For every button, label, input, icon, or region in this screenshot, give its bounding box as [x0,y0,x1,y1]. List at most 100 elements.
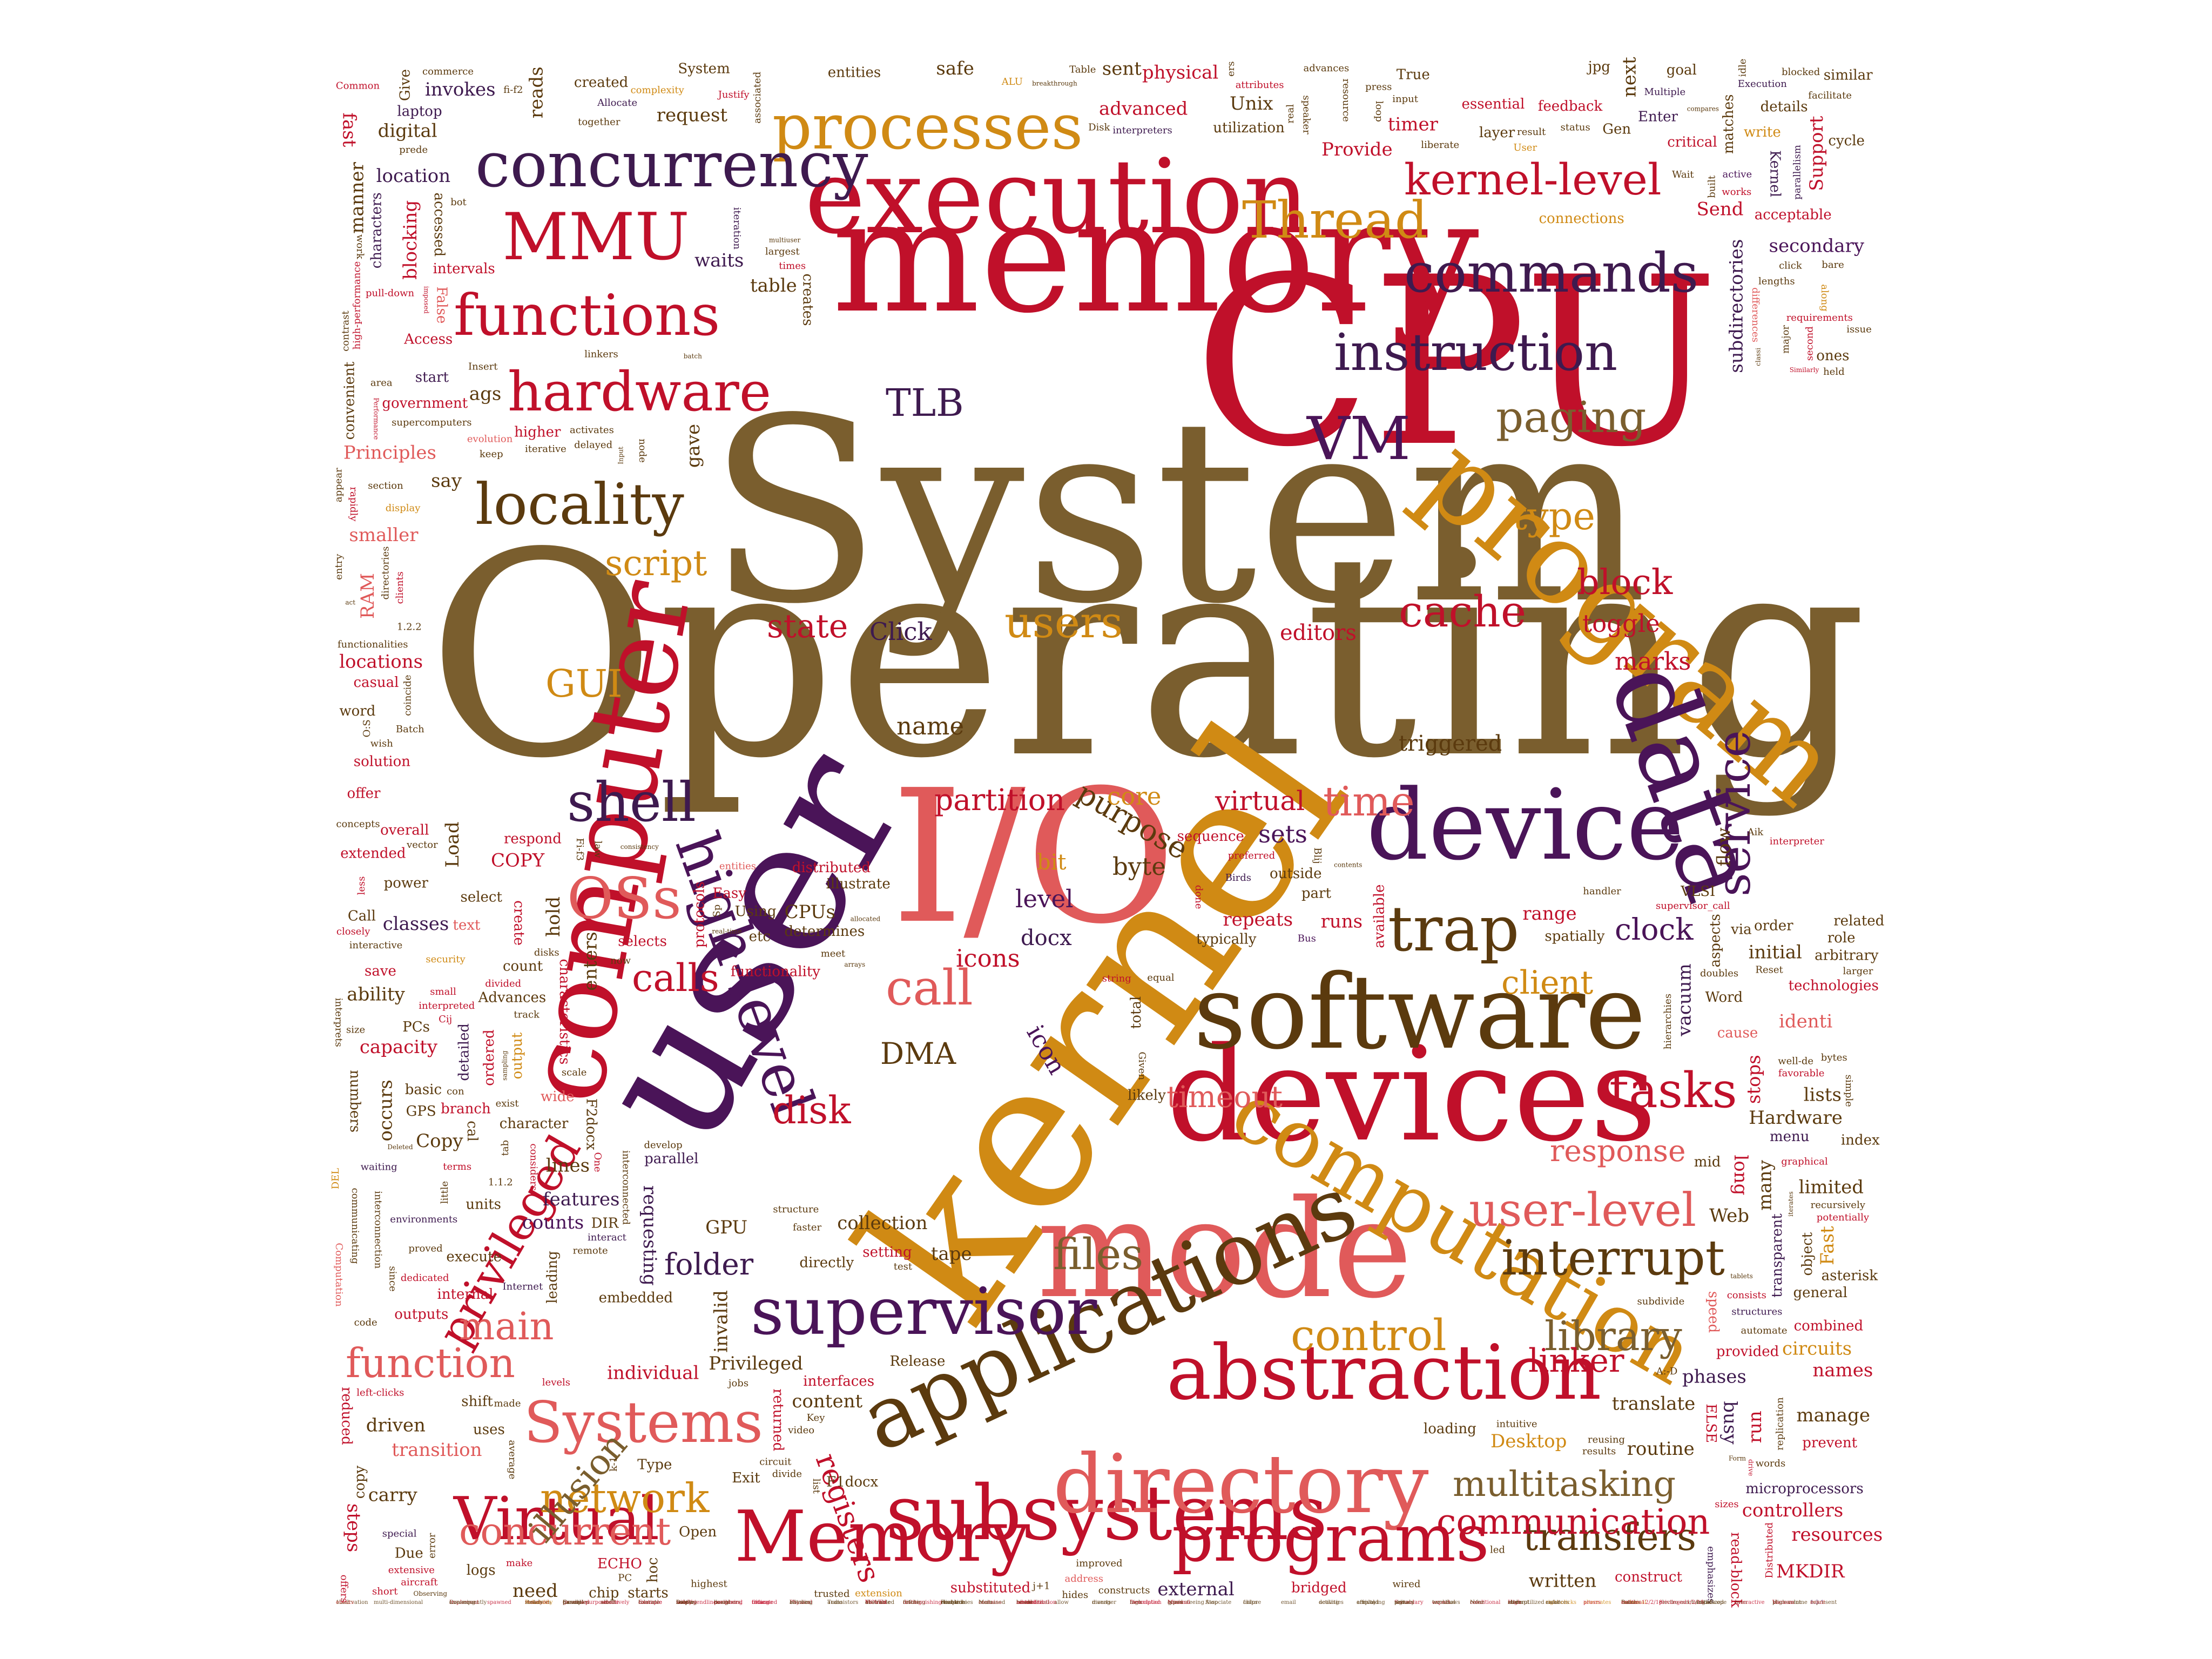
cloud-word: I/O [891,751,1176,965]
cloud-word: trap [1388,893,1519,966]
cloud-word: sets [1258,820,1307,848]
cloud-word: spawned [487,1600,511,1606]
cloud-word: handler [1583,886,1621,897]
cloud-word: ECHO [597,1556,642,1572]
cloud-word: imposed [423,286,430,314]
cloud-word: illustrate [826,876,891,892]
cloud-word: request [657,104,728,126]
cloud-word: Input [617,447,624,464]
cloud-word: equal [1147,972,1174,983]
cloud-word: divide [772,1468,802,1480]
cloud-word: idle [1737,59,1749,77]
cloud-word: Multiple [1644,86,1686,98]
cloud-word: units [466,1197,501,1213]
cloud-word: Distributed [1764,1522,1775,1579]
cloud-word: directories [380,546,392,599]
cloud-word: larger [1843,966,1873,977]
cloud-word: digital [378,120,437,141]
cloud-word: arbitrary [1815,948,1879,964]
cloud-word: conditional [1470,1600,1501,1606]
cloud-word: security [426,954,466,965]
cloud-word: intuitive [1496,1419,1537,1430]
cloud-word: 1.3.2 [336,1600,349,1606]
cloud-word: areas [1168,1600,1183,1606]
cloud-word: along [1819,284,1830,311]
cloud-word: occurs [375,1080,397,1141]
cloud-word: details [1761,99,1808,115]
cloud-word: node [637,439,648,463]
cloud-word: return [752,1600,770,1606]
cloud-word: write [1744,124,1781,140]
cloud-word: Thread [1242,191,1428,250]
cloud-word: similar [1824,68,1873,84]
cloud-word: Interactive [1735,1600,1765,1606]
cloud-word: multiuser [769,236,801,244]
cloud-word: Principles [343,442,436,463]
cloud-word: left-clicks [356,1387,404,1398]
cloud-word: hides [1062,1589,1088,1601]
cloud-word: transparent [1769,1213,1785,1298]
cloud-word: test [894,1261,913,1272]
cloud-word: asterisk [1822,1268,1878,1284]
cloud-word: critical [1667,134,1717,150]
cloud-word: level [1015,885,1073,913]
cloud-word: await [1546,1600,1561,1606]
cloud-word: now [610,955,631,966]
cloud-word: small [430,986,456,997]
cloud-word: audio [827,1600,842,1606]
cloud-word: multitasking [1453,1464,1676,1505]
cloud-word: timer [1388,114,1439,136]
cloud-word: much [1016,1600,1032,1606]
cloud-word: supercomputers [392,417,471,428]
cloud-word: DMA [880,1036,956,1071]
cloud-word: workflows [1432,1600,1460,1606]
cloud-word: start [415,369,449,386]
cloud-word: prede [399,144,428,156]
cloud-word: active [1723,169,1752,180]
cloud-word: directly [799,1255,854,1271]
cloud-word: Examples [563,1600,589,1606]
cloud-word: available [1372,885,1388,948]
cloud-word: Associate [1205,1600,1231,1606]
cloud-word: entry [333,554,345,580]
cloud-word: ers [1225,61,1237,76]
cloud-word: microprocessors [1745,1481,1863,1497]
cloud-word: continue [638,1600,662,1606]
cloud-word: initialized [1697,1600,1724,1606]
cloud-word: together [578,117,621,128]
cloud-word: higher [514,424,561,440]
cloud-word: time [1323,778,1415,825]
cloud-word: subdivide [1637,1296,1685,1307]
cloud-word: Example [638,1600,662,1606]
cloud-word: differences [1750,287,1761,342]
cloud-word: iterative [525,443,567,455]
cloud-word: invalid [710,1290,732,1353]
cloud-word: select [461,889,503,905]
cloud-word: arrays [844,961,865,968]
cloud-word: features [543,1189,619,1210]
cloud-word: exist [496,1098,520,1109]
cloud-word: interprets [333,998,345,1047]
cloud-word: execution [805,137,1310,257]
cloud-word: built [1706,175,1717,198]
cloud-word: abstraction [1166,1329,1601,1417]
cloud-word: Key [807,1412,826,1424]
cloud-word: sizes [1715,1499,1738,1510]
cloud-word: save [365,963,396,980]
cloud-word: VM [1306,404,1411,473]
cloud-word: interact [588,1232,627,1243]
cloud-word: Operating [427,493,1868,820]
cloud-word: flow [1714,827,1735,866]
cloud-word: manager [1092,1600,1116,1606]
cloud-word: shift [461,1394,493,1410]
cloud-word: identi [1779,1011,1832,1033]
cloud-word: bit [1037,850,1066,875]
cloud-word: Systems [524,1390,763,1455]
cloud-word: disks [534,947,559,959]
cloud-word: locations [339,651,423,673]
cloud-word: Type [637,1457,672,1473]
cloud-word: enabled [941,1600,963,1606]
cloud-word: even [1735,1600,1748,1606]
cloud-word: real-time [712,927,741,935]
